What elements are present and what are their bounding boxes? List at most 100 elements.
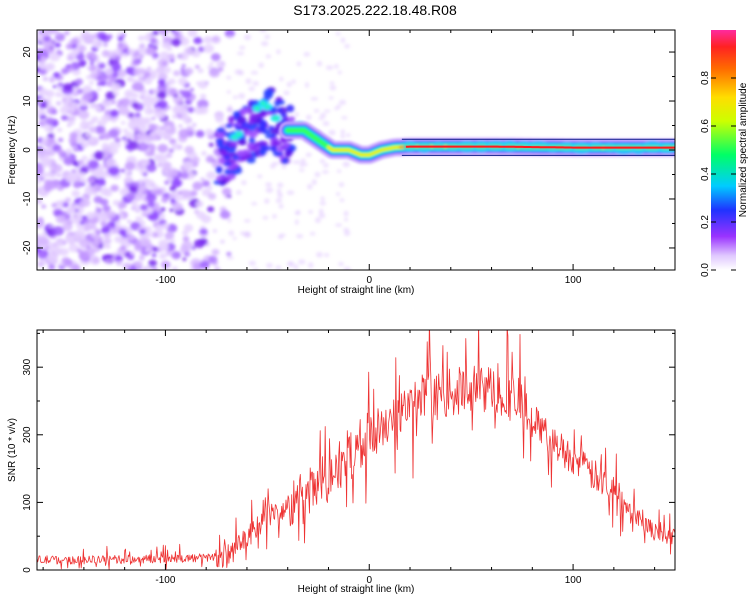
spectrogram-noise-blob <box>89 61 95 65</box>
spectrogram-noise-blob <box>173 70 181 77</box>
spectrogram-noise-blob <box>46 64 53 70</box>
spectrogram-noise-blob <box>161 223 170 230</box>
spectrogram-transition-blob <box>247 130 258 138</box>
spectrogram-transition-blob <box>246 142 255 149</box>
spectrogram-noise-blob <box>262 215 269 220</box>
spectrogram-ridge <box>278 121 675 164</box>
spectrogram-noise-blob <box>112 199 120 206</box>
spectrogram-noise-blob <box>96 69 101 74</box>
spectrogram-noise-blob <box>122 53 128 58</box>
spectrogram-noise-blob <box>226 251 232 257</box>
spectrogram-noise-blob <box>245 78 252 85</box>
spectrogram-noise-blob <box>110 83 121 92</box>
spectrogram-noise-blob <box>184 145 195 154</box>
spectrogram-transition-blob <box>232 155 240 160</box>
spectrogram-noise-blob <box>168 88 178 96</box>
spectrogram-noise-blob <box>97 62 106 69</box>
spectrogram-noise-blob <box>46 30 56 35</box>
spectrogram-noise-blob <box>78 202 86 209</box>
spectrogram-transition-blob <box>226 146 236 154</box>
spectrogram-noise-blob <box>167 167 179 178</box>
spectrogram-noise-blob <box>57 137 64 143</box>
spectrogram-noise-blob <box>194 64 200 69</box>
spectrogram-noise-blob <box>343 227 350 232</box>
spectrogram-noise-blob <box>72 91 79 97</box>
spectrogram-noise-blob <box>307 183 313 190</box>
spectrogram-noise-blob <box>215 113 223 120</box>
spectrogram-noise-blob <box>164 180 170 185</box>
spectrogram-noise-blob <box>131 102 140 109</box>
spectrogram-noise-blob <box>313 108 320 113</box>
snr-panel: -100 0 100 0 100 200 300 Height of straight li… <box>7 329 676 595</box>
spectrogram-noise-blob <box>232 95 238 100</box>
spectrogram-transition-blob <box>248 136 256 145</box>
spectrogram-noise-blob <box>93 195 103 204</box>
spectrogram-transition-blob <box>271 145 278 153</box>
spectrogram-hotspot-core <box>254 106 260 110</box>
spectrogram-noise-blob <box>305 152 312 158</box>
spectrogram-transition-blob <box>238 151 247 157</box>
colorbar-gradient <box>711 30 736 270</box>
spectrogram-noise-blob <box>91 39 103 49</box>
spectrogram-noise-blob <box>252 267 259 270</box>
spectrogram-noise-blob <box>279 76 284 82</box>
spectrogram-transition-blob <box>259 119 268 128</box>
spectrogram-noise-blob <box>278 203 284 209</box>
chart-title: S173.2025.222.18.48.R08 <box>293 2 457 18</box>
spectrogram-noise-blob <box>93 150 105 161</box>
spectrogram-noise-blob <box>39 143 45 148</box>
spectrogram-noise-blob <box>84 133 90 138</box>
spectrogram-noise-blob <box>38 68 47 76</box>
spectrogram-transition-blob <box>277 107 283 114</box>
spectrogram-noise-blob <box>123 131 134 141</box>
spectrogram-noise-blob <box>108 166 120 176</box>
spectrogram-noise-blob <box>52 84 57 89</box>
spectrogram-noise-blob <box>212 229 218 233</box>
spectrogram-noise-blob <box>44 171 51 178</box>
spectrogram-noise-blob <box>92 168 104 178</box>
spectrogram-noise-blob <box>298 168 305 172</box>
spectrogram-noise-blob <box>173 31 180 37</box>
spectrogram-noise-blob <box>104 110 111 115</box>
spectrogram-noise-blob <box>325 65 334 70</box>
spectrogram-noise-blob <box>322 170 329 174</box>
spectrogram-noise-blob <box>66 55 75 62</box>
spectrogram-noise-blob <box>52 71 61 78</box>
spectrogram-noise-blob <box>64 197 72 203</box>
spectrogram-noise-blob <box>68 265 73 270</box>
spectrogram-noise-blob <box>118 228 127 236</box>
spectrogram-noise-blob <box>114 137 121 143</box>
spectrogram-transition-blob <box>282 142 291 149</box>
spectrogram-noise-blob <box>192 181 203 191</box>
spectrogram-noise-blob <box>79 104 88 111</box>
spectrogram-noise-blob <box>341 116 348 120</box>
spectrogram-noise-blob <box>161 41 170 49</box>
snr-xtick-label: 0 <box>366 575 372 586</box>
spectrogram-noise-blob <box>71 189 81 198</box>
spectrogram-noise-blob <box>112 72 119 78</box>
spectrogram-noise-blob <box>195 200 204 208</box>
spectrogram-noise-blob <box>111 100 117 105</box>
spectrogram-noise-blob <box>208 255 218 264</box>
spectrogram-noise-blob <box>219 239 225 244</box>
spectrogram-noise-blob <box>275 198 283 204</box>
spectrogram-noise-blob <box>40 114 46 119</box>
spectrogram-noise-blob <box>162 35 168 40</box>
spectrogram-noise-blob <box>79 239 91 249</box>
spectrogram-noise-blob <box>139 94 146 100</box>
spectrogram-noise-blob <box>76 159 85 166</box>
spectrogram-noise-blob <box>121 136 127 141</box>
spectrogram-transition-blob <box>248 118 257 123</box>
spectrogram-transition-blob <box>228 115 235 123</box>
spectrogram-noise-blob <box>176 104 188 114</box>
snr-ytick-label: 200 <box>22 426 33 443</box>
spectrogram-noise-blob <box>78 110 90 120</box>
spectrogram-transition-blob <box>241 108 251 114</box>
spectrogram-noise-blob <box>139 43 146 49</box>
spectrogram-noise-blob <box>165 152 173 159</box>
spectrogram-noise-blob <box>241 180 247 186</box>
spectrogram-noise-blob <box>75 78 84 86</box>
spectrogram-transition-blob <box>239 139 247 146</box>
spectrogram-noise-blob <box>83 218 90 224</box>
